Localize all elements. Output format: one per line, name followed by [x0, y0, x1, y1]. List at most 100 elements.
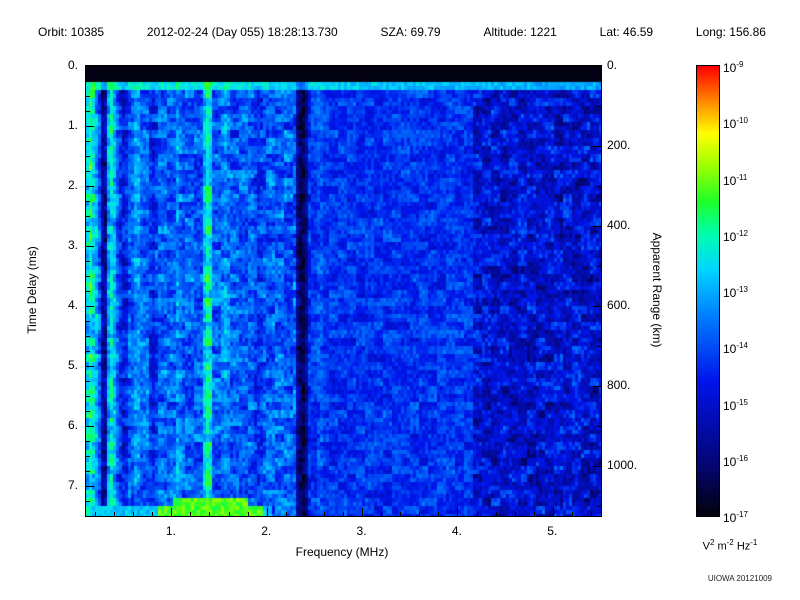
- x-minor-tick-mark: [495, 512, 497, 516]
- x-minor-tick-mark: [476, 512, 478, 516]
- x-minor-tick-mark: [285, 512, 287, 516]
- y2-tick-mark: [593, 465, 601, 467]
- plot-area: [85, 65, 602, 517]
- x-minor-tick-mark: [133, 512, 135, 516]
- y2-minor-tick-mark: [597, 105, 601, 107]
- y-minor-tick-mark: [86, 275, 90, 277]
- y2-tick-label: 400.: [607, 218, 631, 232]
- y-minor-tick-mark: [86, 95, 90, 97]
- x-minor-tick-mark: [571, 512, 573, 516]
- y2-tick-mark: [593, 305, 601, 307]
- y-tick-label: 3.: [67, 238, 78, 252]
- x-tick-mark-top: [171, 66, 173, 74]
- y-tick-mark: [86, 485, 94, 487]
- x-tick-mark-top: [457, 66, 459, 74]
- header-field-sza: SZA: 69.79: [380, 25, 441, 39]
- x-tick-mark: [171, 508, 173, 516]
- x-minor-tick-mark: [95, 512, 97, 516]
- colorbar-units: V2 m-2 Hz-1: [702, 538, 758, 553]
- y-tick-mark: [86, 185, 94, 187]
- y-tick-mark: [86, 245, 94, 247]
- header-bar: Orbit: 10385 2012-02-24 (Day 055) 18:28:…: [38, 25, 766, 39]
- x-minor-tick-mark: [209, 512, 211, 516]
- y-axis-title-time-delay: Time Delay (ms): [25, 246, 39, 334]
- y-minor-tick-mark: [86, 335, 90, 337]
- y-minor-tick-mark: [86, 395, 90, 397]
- y-minor-tick-mark: [86, 230, 90, 232]
- y-tick-label: 4.: [67, 298, 78, 312]
- y2-tick-label: 0.: [607, 58, 618, 72]
- x-minor-tick-mark: [419, 512, 421, 516]
- y-minor-tick-mark: [86, 140, 90, 142]
- x-tick-label: 3.: [356, 524, 367, 538]
- y-tick-mark: [86, 305, 94, 307]
- y-tick-label: 2.: [67, 178, 78, 192]
- x-minor-tick-mark: [114, 512, 116, 516]
- y2-tick-label: 1000.: [607, 458, 638, 472]
- colorbar-tick-label: 10-9: [723, 60, 744, 75]
- x-minor-tick-mark: [247, 512, 249, 516]
- y-minor-tick-mark: [86, 110, 90, 112]
- y-minor-tick-mark: [86, 380, 90, 382]
- header-field-long: Long: 156.86: [695, 25, 766, 39]
- x-minor-tick-mark: [381, 512, 383, 516]
- x-minor-tick-mark: [190, 512, 192, 516]
- x-minor-tick-mark: [533, 512, 535, 516]
- y-minor-tick-mark: [86, 290, 90, 292]
- colorbar-canvas: [697, 66, 719, 516]
- colorbar-tick-label: 10-16: [723, 453, 748, 469]
- x-minor-tick-mark: [343, 512, 344, 516]
- x-tick-mark-top: [266, 66, 268, 74]
- x-tick-mark-top: [552, 66, 554, 74]
- header-field-altitude: Altitude: 1221: [483, 25, 557, 39]
- y2-minor-tick-mark: [597, 425, 601, 427]
- x-tick-mark: [457, 508, 459, 516]
- x-minor-tick-mark: [323, 512, 325, 516]
- y-tick-mark: [86, 365, 94, 367]
- y2-minor-tick-mark: [597, 185, 601, 187]
- y2-tick-mark: [593, 225, 601, 227]
- y-minor-tick-mark: [86, 215, 90, 217]
- y-tick-mark: [86, 125, 94, 127]
- y-axis-title-apparent-range: Apparent Range (km): [650, 232, 664, 348]
- colorbar-tick-label: 10-11: [723, 172, 748, 188]
- y-minor-tick-mark: [86, 350, 90, 352]
- x-tick-mark: [552, 508, 554, 516]
- spectrogram-canvas: [86, 66, 601, 516]
- y2-tick-label: 200.: [607, 138, 631, 152]
- colorbar-tick-label: 10-12: [723, 228, 748, 244]
- x-tick-label: 1.: [165, 524, 176, 538]
- y-tick-label: 1.: [67, 118, 78, 132]
- x-minor-tick-mark: [438, 512, 440, 516]
- y-tick-mark: [86, 65, 94, 67]
- y-minor-tick-mark: [86, 200, 90, 202]
- y-minor-tick-mark: [86, 410, 90, 412]
- y2-minor-tick-mark: [597, 345, 601, 347]
- x-minor-tick-mark: [590, 512, 592, 516]
- y2-tick-mark: [593, 385, 601, 387]
- x-minor-tick-mark: [400, 512, 402, 516]
- x-axis-title-frequency: Frequency (MHz): [295, 545, 389, 559]
- x-minor-tick-mark: [228, 512, 230, 516]
- credit-text: UIOWA 20121009: [707, 574, 772, 583]
- y2-minor-tick-mark: [597, 265, 601, 267]
- x-minor-tick-mark: [304, 512, 306, 516]
- y-tick-label: 5.: [67, 358, 78, 372]
- y2-tick-label: 600.: [607, 298, 631, 312]
- y2-tick-label: 800.: [607, 378, 631, 392]
- colorbar-tick-label: 10-15: [723, 397, 748, 413]
- x-tick-label: 2.: [261, 524, 272, 538]
- y-tick-label: 7.: [67, 478, 78, 492]
- y-tick-label: 6.: [67, 418, 78, 432]
- x-tick-label: 4.: [451, 524, 462, 538]
- colorbar-tick-label: 10-13: [723, 285, 748, 300]
- y2-tick-mark: [593, 65, 601, 67]
- header-field-datetime: 2012-02-24 (Day 055) 18:28:13.730: [146, 25, 338, 39]
- y-minor-tick-mark: [86, 260, 90, 262]
- y-minor-tick-mark: [86, 170, 90, 172]
- colorbar-tick-label: 10-14: [723, 341, 748, 357]
- x-tick-mark: [266, 508, 268, 516]
- header-field-orbit: Orbit: 10385: [38, 25, 105, 39]
- y-minor-tick-mark: [86, 155, 90, 157]
